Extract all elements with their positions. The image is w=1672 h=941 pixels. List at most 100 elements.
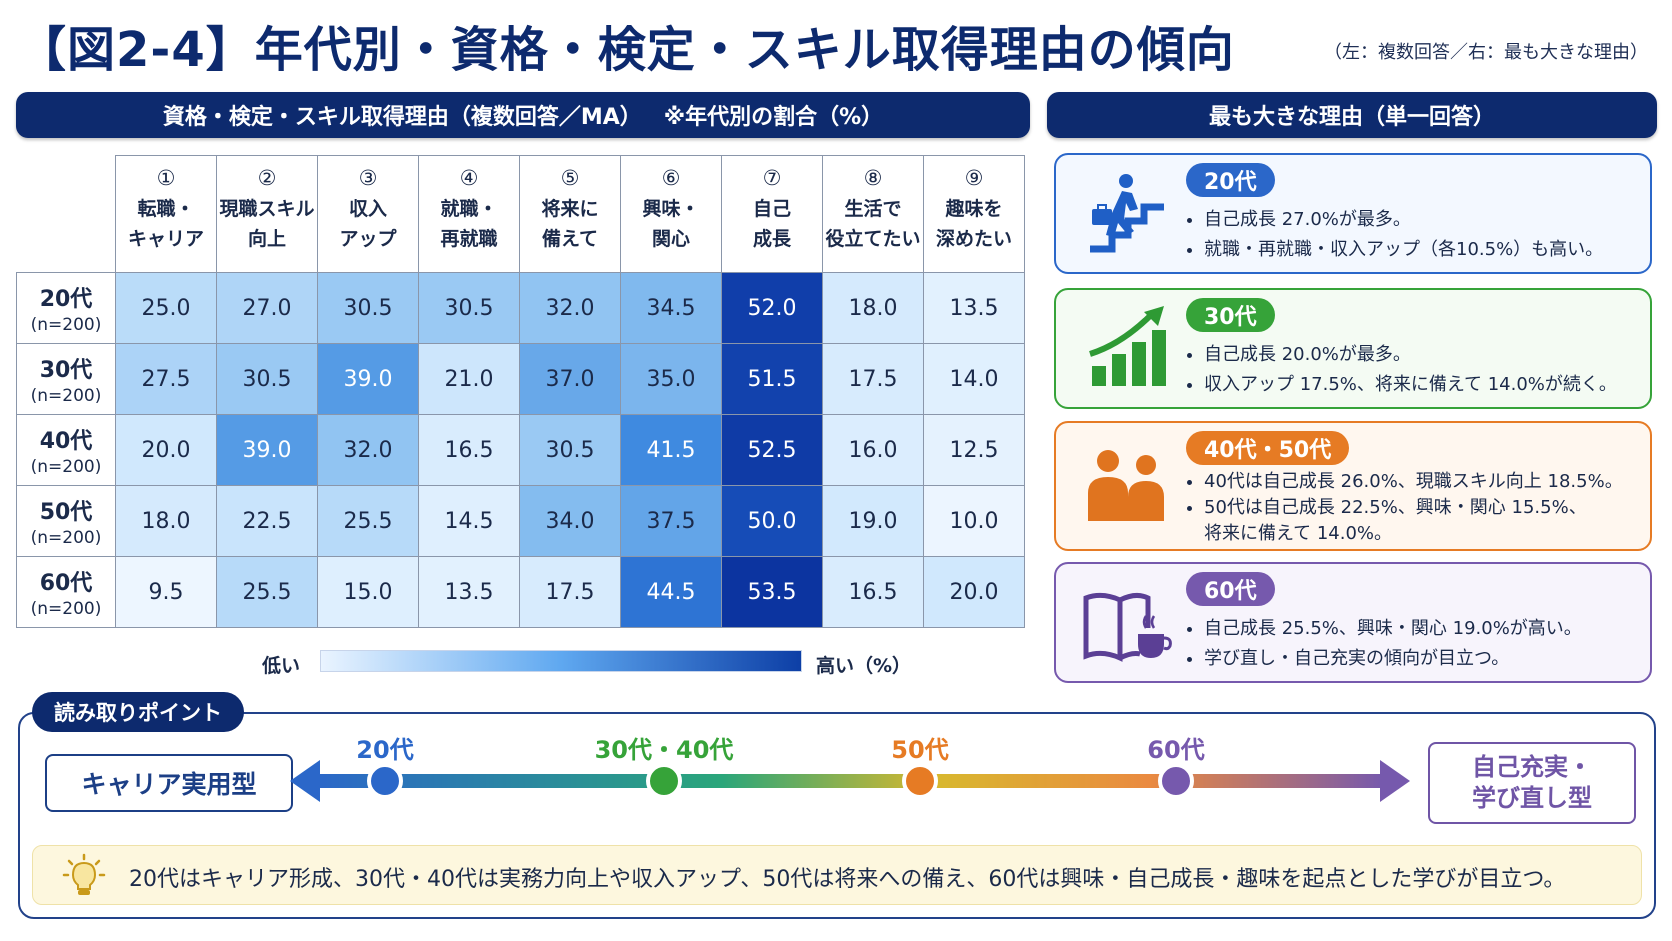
table-row: 20代 (n=200) 25.0 27.0 30.5 30.5 32.0 34.5 52.0 18…	[16, 272, 1025, 344]
row-sample-size: (n=200)	[30, 315, 102, 335]
heat-cell: 10.0	[923, 485, 1025, 557]
heat-cell: 21.0	[418, 343, 520, 415]
heat-cell: 53.5	[721, 556, 823, 628]
answer-type-note: （左：複数回答／右：最も大きな理由）	[1324, 42, 1648, 63]
heat-cell: 52.5	[721, 414, 823, 486]
reason-line: 自己成長 27.0%が最多。	[1204, 205, 1603, 235]
reason-line: 自己成長 20.0%が最多。	[1204, 340, 1617, 370]
column-number: ③	[358, 166, 378, 190]
row-header: 60代 (n=200)	[16, 556, 116, 628]
reason-line: 自己成長 25.5%、興味・関心 19.0%が高い。	[1204, 614, 1582, 644]
table-section-note: ※年代別の割合（%）	[663, 105, 884, 130]
legend-low-label: 低い	[262, 655, 301, 677]
table-row: 40代 (n=200) 20.0 39.0 32.0 16.5 30.5 41.5 52.5 16…	[16, 414, 1025, 486]
table-section-label: 資格・検定・スキル取得理由（複数回答／MA）	[162, 105, 642, 130]
column-number: ①	[156, 166, 176, 190]
row-age-label: 40代	[39, 429, 93, 454]
career-practical-type-box: キャリア実用型	[45, 754, 293, 812]
heat-cell: 30.5	[519, 414, 621, 486]
heat-cell: 39.0	[216, 414, 318, 486]
column-label: 転職・ キャリア	[127, 198, 204, 250]
heat-cell: 25.5	[216, 556, 318, 628]
timeline-bar	[316, 774, 1384, 788]
column-header: ⑨ 趣味を 深めたい	[923, 155, 1025, 273]
legend-high-label: 高い（%）	[816, 655, 912, 677]
column-number: ⑧	[863, 166, 883, 190]
column-label: 趣味を 深めたい	[935, 198, 1012, 250]
heat-cell: 16.5	[418, 414, 520, 486]
column-header: ⑦ 自己 成長	[721, 155, 823, 273]
heat-cell: 14.0	[923, 343, 1025, 415]
reason-section-bar: 最も大きな理由（単一回答）	[1047, 92, 1657, 138]
heat-cell: 52.0	[721, 272, 823, 344]
heat-cell: 27.0	[216, 272, 318, 344]
reason-card-60s: 60代 自己成長 25.5%、興味・関心 19.0%が高い。 学び直し・自己充実…	[1054, 562, 1652, 683]
column-number: ⑦	[762, 166, 782, 190]
reason-line: 学び直し・自己充実の傾向が目立つ。	[1204, 644, 1582, 674]
column-label: 収入 アップ	[339, 198, 397, 250]
reason-card-40s-50s: 40代・50代 40代は自己成長 26.0%、現職スキル向上 18.5%。 50…	[1054, 421, 1652, 551]
timeline-dot	[1158, 763, 1194, 799]
column-header: ⑥ 興味・ 関心	[620, 155, 722, 273]
timeline-right-arrow	[1380, 760, 1410, 802]
column-label: 現職スキル 向上	[219, 198, 315, 250]
heatmap-body: 20代 (n=200) 25.0 27.0 30.5 30.5 32.0 34.5 52.0 18…	[16, 272, 1025, 628]
column-number: ②	[257, 166, 277, 190]
heat-cell: 34.0	[519, 485, 621, 557]
heat-cell: 37.0	[519, 343, 621, 415]
heat-cell: 12.5	[923, 414, 1025, 486]
heat-cell: 30.5	[216, 343, 318, 415]
heat-cell: 18.0	[822, 272, 924, 344]
heat-cell: 17.5	[822, 343, 924, 415]
heat-cell: 20.0	[923, 556, 1025, 628]
row-age-label: 50代	[39, 500, 93, 525]
column-number: ⑥	[661, 166, 681, 190]
reason-card-20s: 20代 自己成長 27.0%が最多。 就職・再就職・収入アップ（各10.5%）も…	[1054, 153, 1652, 274]
heat-cell: 22.5	[216, 485, 318, 557]
heatmap-table: ① 転職・ キャリア ② 現職スキル 向上 ③ 収入 アップ ④ 就職・ 再就職 ⑤ 将来に 備え…	[16, 155, 1025, 628]
row-age-label: 60代	[39, 571, 93, 596]
timeline-age-label: 60代	[1147, 736, 1205, 764]
heat-cell: 30.5	[418, 272, 520, 344]
column-header: ⑧ 生活で 役立てたい	[822, 155, 924, 273]
heat-cell: 41.5	[620, 414, 722, 486]
row-age-label: 30代	[39, 358, 93, 383]
heat-cell: 16.0	[822, 414, 924, 486]
reason-list-60s: 自己成長 25.5%、興味・関心 19.0%が高い。 学び直し・自己充実の傾向が…	[1186, 614, 1582, 674]
reason-list-30s: 自己成長 20.0%が最多。 収入アップ 17.5%、将来に備えて 14.0%が…	[1186, 340, 1617, 400]
table-corner	[17, 156, 116, 273]
reason-section-label: 最も大きな理由（単一回答）	[1208, 105, 1495, 130]
lightbulb-icon	[62, 853, 106, 895]
heat-cell: 51.5	[721, 343, 823, 415]
column-label: 将来に 備えて	[541, 198, 599, 250]
age-badge-20s: 20代	[1186, 163, 1275, 197]
heat-cell: 32.0	[317, 414, 419, 486]
heat-cell: 25.5	[317, 485, 419, 557]
column-number: ④	[459, 166, 479, 190]
heat-cell: 19.0	[822, 485, 924, 557]
heat-cell: 44.5	[620, 556, 722, 628]
timeline-dot	[646, 763, 682, 799]
column-number: ⑤	[560, 166, 580, 190]
row-header: 30代 (n=200)	[16, 343, 116, 415]
table-section-bar: 資格・検定・スキル取得理由（複数回答／MA） ※年代別の割合（%）	[16, 92, 1030, 138]
heat-cell: 27.5	[115, 343, 217, 415]
timeline-age-label: 50代	[891, 736, 949, 764]
heat-cell: 16.5	[822, 556, 924, 628]
heat-cell: 13.5	[923, 272, 1025, 344]
row-sample-size: (n=200)	[30, 528, 102, 548]
heat-cell: 13.5	[418, 556, 520, 628]
reason-list-40s-50s: 40代は自己成長 26.0%、現職スキル向上 18.5%。 50代は自己成長 2…	[1186, 469, 1632, 547]
table-row: 60代 (n=200) 9.5 25.5 15.0 13.5 17.5 44.5 53.5 16.…	[16, 556, 1025, 628]
row-age-label: 20代	[39, 287, 93, 312]
table-row: 50代 (n=200) 18.0 22.5 25.5 14.5 34.0 37.5 50.0 19…	[16, 485, 1025, 557]
people-icon	[1088, 450, 1164, 521]
column-label: 就職・ 再就職	[440, 198, 498, 250]
column-header: ⑤ 将来に 備えて	[519, 155, 621, 273]
reason-line: 就職・再就職・収入アップ（各10.5%）も高い。	[1204, 235, 1603, 265]
book-coffee-icon	[1083, 592, 1172, 662]
heat-cell: 39.0	[317, 343, 419, 415]
row-sample-size: (n=200)	[30, 457, 102, 477]
timeline-age-label: 30代・40代	[594, 736, 734, 764]
column-header: ② 現職スキル 向上	[216, 155, 318, 273]
